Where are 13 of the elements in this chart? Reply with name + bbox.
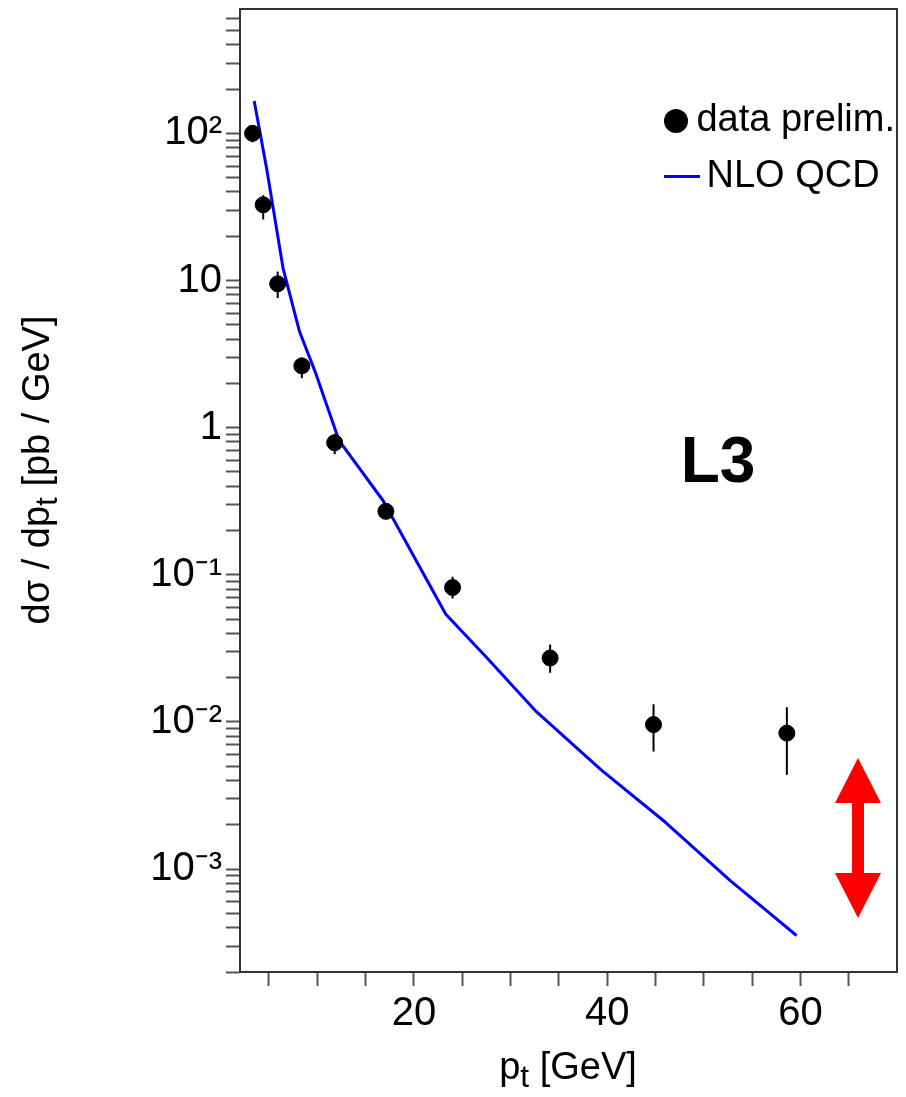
y-tick-label: 1 [199, 402, 222, 447]
legend-label: data prelim. [696, 97, 895, 139]
y-tick-label: 10⁻¹ [150, 549, 222, 594]
y-tick-label: 10 [177, 255, 222, 300]
annotation: L3 [680, 423, 756, 497]
y-tick-label: 10² [164, 108, 222, 153]
legend-label: NLO QCD [706, 153, 880, 195]
x-tick-label: 40 [584, 989, 630, 1034]
x-axis-title: p$_{t}$ [GeV] [499, 1044, 637, 1096]
x-tick-label: 60 [778, 989, 823, 1034]
y-tick-label: 10⁻³ [150, 844, 222, 889]
y-tick-label: 10⁻² [150, 697, 222, 742]
x-tick-label: 20 [391, 989, 437, 1034]
